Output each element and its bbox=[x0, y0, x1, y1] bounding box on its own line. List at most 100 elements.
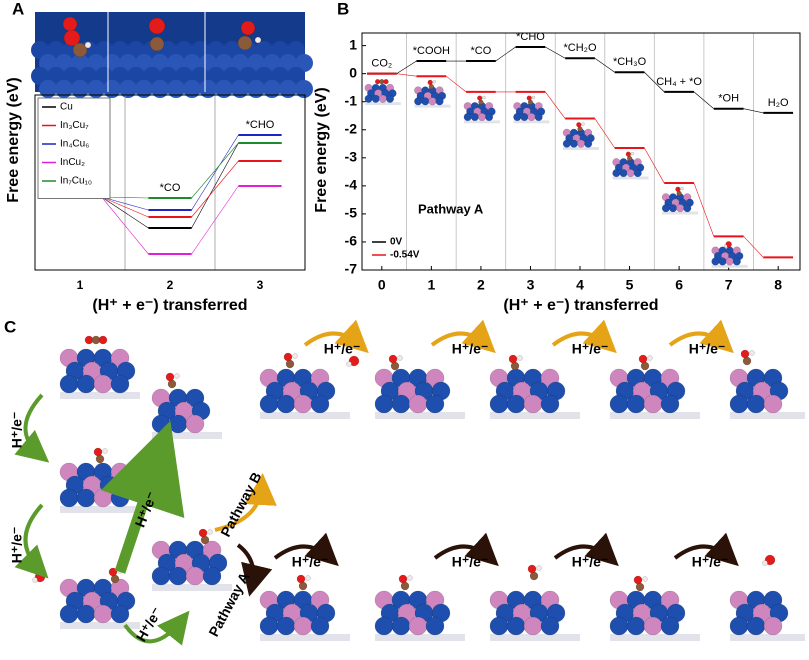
atom bbox=[151, 80, 169, 98]
atom bbox=[390, 361, 400, 371]
atom bbox=[215, 80, 233, 98]
slab-shadow bbox=[612, 176, 649, 180]
atom bbox=[711, 257, 720, 266]
atom bbox=[119, 80, 137, 98]
atom bbox=[626, 616, 646, 636]
level-label: *CH₃O bbox=[613, 56, 647, 68]
atom bbox=[428, 97, 437, 106]
x-tick-label: 4 bbox=[576, 277, 584, 293]
level-connector bbox=[545, 46, 566, 59]
x-tick-label: 5 bbox=[626, 277, 634, 293]
atom bbox=[293, 394, 313, 414]
atom bbox=[93, 488, 113, 508]
level-label: *CO bbox=[160, 182, 181, 194]
y-axis-label: Free energy (eV) bbox=[5, 77, 22, 202]
y-tick-label: -3 bbox=[345, 149, 358, 165]
atom bbox=[183, 80, 201, 98]
scheme-label: H⁺/e⁻ bbox=[572, 341, 609, 357]
atom bbox=[378, 94, 387, 103]
atom bbox=[527, 112, 536, 122]
atom bbox=[763, 616, 783, 636]
slab-shadow bbox=[260, 412, 350, 419]
level-connector bbox=[693, 91, 714, 109]
atom bbox=[718, 257, 727, 266]
y-axis-label: Free energy (eV) bbox=[313, 87, 330, 212]
plot-frame bbox=[361, 32, 801, 271]
x-axis-label: (H⁺ + e⁻) transferred bbox=[92, 297, 247, 314]
atom bbox=[71, 80, 89, 98]
atom bbox=[240, 20, 256, 36]
level-connector bbox=[644, 72, 665, 93]
atom bbox=[79, 67, 97, 85]
atom bbox=[506, 616, 526, 636]
slab-shadow bbox=[60, 622, 140, 629]
atom bbox=[506, 394, 526, 414]
atom bbox=[287, 41, 305, 59]
atom bbox=[421, 97, 430, 106]
atom bbox=[388, 354, 398, 364]
atom bbox=[207, 67, 225, 85]
x-tick-label: 7 bbox=[725, 277, 733, 293]
atom bbox=[723, 244, 728, 248]
slab-shadow bbox=[711, 264, 748, 268]
reaction-arrow bbox=[236, 543, 273, 597]
atom bbox=[279, 54, 297, 72]
atom bbox=[32, 577, 38, 583]
atom bbox=[168, 566, 188, 586]
atom bbox=[223, 67, 241, 85]
atom bbox=[635, 582, 645, 592]
atom bbox=[675, 186, 681, 192]
atom bbox=[626, 169, 635, 178]
atom bbox=[87, 80, 105, 98]
y-tick-label: -2 bbox=[345, 120, 358, 136]
slab-shadow bbox=[490, 634, 580, 641]
x-tick-label: 0 bbox=[378, 277, 386, 293]
atom bbox=[223, 41, 241, 59]
atom bbox=[55, 54, 73, 72]
atom bbox=[98, 335, 108, 345]
level-connector bbox=[191, 142, 239, 229]
atom bbox=[87, 54, 105, 72]
atom bbox=[165, 372, 175, 382]
scheme-label: H⁺/e⁻ bbox=[572, 554, 609, 570]
slab-shadow bbox=[730, 412, 805, 419]
slab-shadow bbox=[260, 634, 350, 641]
atom bbox=[749, 350, 755, 356]
atom bbox=[407, 575, 413, 581]
atom bbox=[283, 352, 293, 362]
atom bbox=[159, 67, 177, 85]
legend-label: In₃Cu₇ bbox=[60, 120, 89, 131]
atom bbox=[536, 565, 542, 571]
level-connector bbox=[545, 91, 566, 119]
reaction-arrow bbox=[303, 319, 369, 354]
atom bbox=[167, 80, 185, 98]
atom bbox=[39, 54, 57, 72]
atom bbox=[111, 41, 129, 59]
atom bbox=[151, 566, 171, 586]
atom bbox=[263, 80, 281, 98]
atom bbox=[119, 54, 137, 72]
atom bbox=[374, 616, 394, 636]
atom bbox=[489, 616, 509, 636]
level-label: *CHO bbox=[516, 31, 545, 43]
slab-shadow bbox=[60, 506, 140, 513]
atom bbox=[110, 574, 120, 584]
reaction-arrow bbox=[273, 532, 339, 567]
atom bbox=[143, 67, 161, 85]
plot-frame bbox=[34, 94, 306, 271]
atom bbox=[93, 447, 103, 457]
slab-shadow bbox=[463, 120, 500, 124]
y-tick-label: -6 bbox=[345, 233, 358, 249]
atom bbox=[364, 94, 373, 103]
atom bbox=[63, 67, 81, 85]
atom bbox=[185, 566, 205, 586]
atom bbox=[76, 488, 96, 508]
slab-shadow bbox=[513, 120, 550, 124]
atom bbox=[633, 575, 643, 585]
atom bbox=[185, 414, 205, 434]
atom bbox=[95, 454, 105, 464]
y-tick-label: -7 bbox=[345, 261, 358, 277]
atom bbox=[276, 616, 296, 636]
atom bbox=[198, 528, 208, 538]
level-connector bbox=[101, 196, 149, 218]
